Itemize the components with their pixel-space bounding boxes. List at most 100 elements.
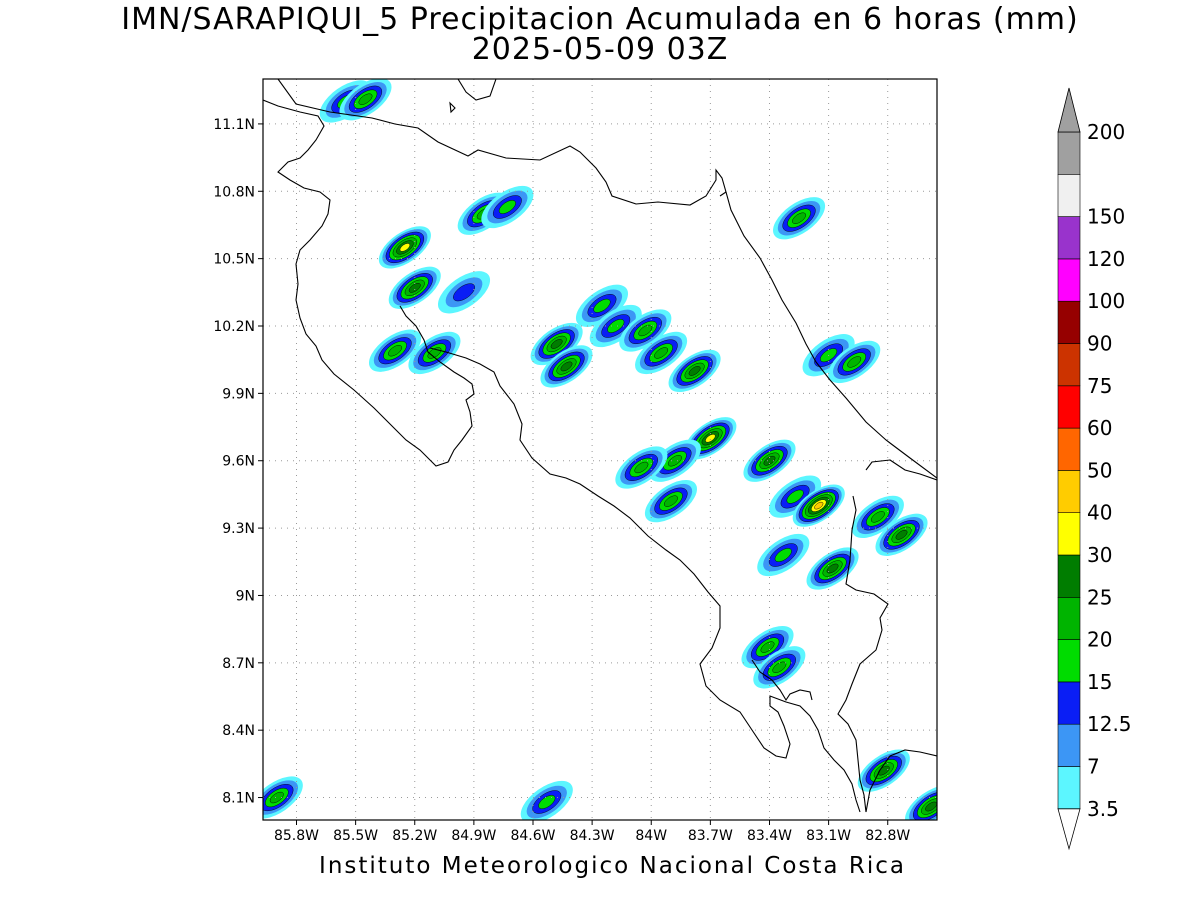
legend-swatch bbox=[1057, 427, 1081, 471]
legend-swatch bbox=[1057, 216, 1081, 260]
lat-label: 11.1N bbox=[213, 117, 255, 133]
lon-label: 85.5W bbox=[333, 828, 378, 844]
legend-swatch bbox=[1057, 512, 1081, 556]
precip-cell bbox=[668, 349, 721, 393]
precip-cell bbox=[875, 513, 928, 556]
legend-label: 50 bbox=[1087, 458, 1112, 482]
precip-cell bbox=[437, 271, 491, 314]
map-datetime: 2025-05-09 03Z bbox=[471, 32, 729, 67]
legend-label: 20 bbox=[1087, 628, 1112, 652]
legend-swatch bbox=[1057, 174, 1081, 217]
lat-label: 10.2N bbox=[213, 319, 255, 335]
lake-shore bbox=[457, 79, 497, 101]
caribbean-coast bbox=[725, 191, 937, 479]
precip-cell bbox=[520, 780, 573, 820]
legend-label: 3.5 bbox=[1087, 797, 1119, 821]
lat-label: 9.3N bbox=[222, 521, 255, 537]
precip-cell bbox=[792, 484, 845, 527]
precip-cell bbox=[378, 226, 431, 269]
precip-cell bbox=[589, 304, 642, 348]
lon-label: 85.2W bbox=[392, 828, 437, 844]
map-title: IMN/SARAPIQUI_5 Precipitacion Acumulada … bbox=[121, 2, 1079, 37]
precip-cell bbox=[769, 475, 822, 518]
precip-cell bbox=[741, 625, 794, 669]
precip-cell bbox=[615, 446, 668, 489]
lat-label: 9.9N bbox=[222, 386, 255, 402]
lake-islet bbox=[449, 101, 456, 114]
osa-peninsula bbox=[751, 659, 813, 702]
legend-label: 100 bbox=[1087, 289, 1125, 313]
precip-cell bbox=[648, 439, 701, 482]
legend-label: 90 bbox=[1087, 332, 1112, 356]
lon-label: 84W bbox=[635, 828, 667, 844]
lat-label: 10.5N bbox=[213, 252, 255, 268]
legend-label: 12.5 bbox=[1087, 712, 1132, 736]
lon-label: 84.9W bbox=[451, 828, 496, 844]
precip-cell bbox=[644, 480, 697, 523]
precip-cell bbox=[263, 776, 303, 819]
coastline bbox=[263, 79, 937, 813]
legend-swatch bbox=[1057, 639, 1081, 683]
precip-cell bbox=[851, 495, 904, 539]
legend-label: 150 bbox=[1087, 205, 1125, 229]
lat-label: 8.7N bbox=[222, 656, 255, 672]
legend-label: 30 bbox=[1087, 543, 1112, 567]
precip-cell bbox=[857, 749, 910, 792]
legend-label: 60 bbox=[1087, 416, 1112, 440]
legend-swatch bbox=[1057, 766, 1081, 810]
precip-cell bbox=[757, 533, 810, 577]
legend-swatch bbox=[1057, 596, 1081, 640]
legend-label: 40 bbox=[1087, 501, 1112, 525]
lat-label: 8.1N bbox=[222, 791, 255, 807]
precip-cell bbox=[339, 79, 392, 121]
lon-label: 85.8W bbox=[274, 828, 319, 844]
lon-label: 83.7W bbox=[688, 828, 733, 844]
lon-label: 83.4W bbox=[747, 828, 792, 844]
precip-cell bbox=[828, 340, 881, 384]
lat-label: 9N bbox=[236, 588, 255, 604]
lon-label: 84.6W bbox=[510, 828, 555, 844]
lon-label: 84.3W bbox=[570, 828, 615, 844]
precip-cell bbox=[619, 309, 672, 352]
color-legend: 3.5 7 12.5 15 20 25 30 40 50 60 75 90 100 120 150 200 bbox=[1057, 87, 1132, 851]
panama-border-south bbox=[837, 495, 889, 813]
lon-label: 82.8W bbox=[865, 828, 910, 844]
panama-border bbox=[865, 459, 937, 481]
lat-label: 10.8N bbox=[213, 184, 255, 200]
precip-cell bbox=[540, 345, 593, 388]
legend-label: 25 bbox=[1087, 585, 1112, 609]
axes: 11.1N 10.8N 10.5N 10.2N 9.9N 9.6N 9.3N 9N 8.7N 8.… bbox=[213, 117, 910, 844]
legend-top-arrow bbox=[1057, 87, 1081, 133]
legend-swatch bbox=[1057, 723, 1081, 767]
legend-label: 200 bbox=[1087, 120, 1125, 144]
legend-label: 15 bbox=[1087, 670, 1112, 694]
legend-swatch bbox=[1057, 385, 1081, 429]
lon-label: 83.1W bbox=[806, 828, 851, 844]
precip-cell bbox=[481, 185, 534, 229]
lat-label: 8.4N bbox=[222, 723, 255, 739]
legend-bottom-arrow bbox=[1057, 808, 1081, 851]
precipitation-field bbox=[263, 79, 937, 820]
gulf-nicoya bbox=[429, 347, 861, 813]
precip-cell bbox=[635, 331, 688, 375]
pacific-coast bbox=[263, 99, 475, 467]
precip-cell bbox=[806, 547, 859, 590]
legend-swatch bbox=[1057, 258, 1081, 302]
legend-swatch bbox=[1057, 300, 1081, 344]
legend-swatch bbox=[1057, 681, 1081, 725]
nicaragua-border bbox=[277, 79, 727, 206]
precip-cell bbox=[773, 197, 826, 240]
legend-swatch bbox=[1057, 343, 1081, 387]
coordinate-grid bbox=[263, 79, 937, 820]
precip-cell bbox=[905, 785, 937, 820]
legend-label: 120 bbox=[1087, 247, 1125, 271]
legend-swatch bbox=[1057, 554, 1081, 598]
precip-cell bbox=[530, 322, 583, 366]
precip-cell bbox=[408, 331, 461, 375]
precip-cell bbox=[743, 439, 796, 482]
institution-credit: Instituto Meteorologico Nacional Costa R… bbox=[319, 853, 906, 879]
legend-swatch bbox=[1057, 470, 1081, 513]
lat-label: 9.6N bbox=[222, 454, 255, 470]
plot-frame bbox=[262, 78, 938, 821]
